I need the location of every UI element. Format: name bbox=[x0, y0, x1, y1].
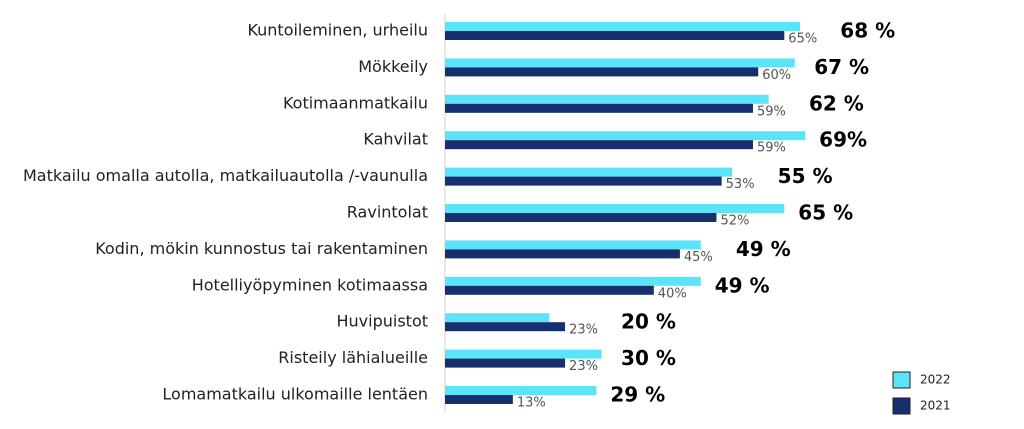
category-label: Risteily lähialueille bbox=[278, 348, 428, 367]
bar-2022 bbox=[445, 349, 602, 359]
bar-2021 bbox=[445, 176, 722, 186]
value-label-2022: 69% bbox=[819, 128, 867, 152]
bar-2021 bbox=[445, 67, 759, 77]
legend-swatch bbox=[892, 371, 911, 389]
value-label-2022: 29 % bbox=[610, 383, 665, 407]
bar-2022 bbox=[445, 204, 785, 213]
value-label-2021: 59% bbox=[757, 104, 786, 119]
value-label-2021: 53% bbox=[726, 177, 755, 192]
bar-2021 bbox=[445, 140, 753, 150]
value-label-2022: 49 % bbox=[715, 273, 770, 297]
category-label: Mökkeily bbox=[358, 57, 428, 76]
category-label: Lomamatkailu ulkomaille lentäen bbox=[162, 385, 428, 404]
bar-2022 bbox=[445, 131, 806, 141]
value-label-2021: 59% bbox=[757, 141, 786, 156]
value-label-2022: 55 % bbox=[778, 164, 833, 188]
bar-2021 bbox=[445, 31, 785, 40]
legend-label: 2022 bbox=[920, 373, 951, 387]
value-label-2022: 62 % bbox=[809, 91, 864, 115]
bar-2022 bbox=[445, 276, 701, 286]
bar-2021 bbox=[445, 358, 566, 368]
category-label: Huvipuistot bbox=[337, 312, 429, 331]
value-label-2021: 65% bbox=[788, 32, 817, 47]
legend-label: 2021 bbox=[920, 399, 951, 413]
category-label: Kodin, mökin kunnostus tai rakentaminen bbox=[95, 239, 428, 258]
value-label-2022: 49 % bbox=[736, 237, 791, 261]
category-label: Kotimaanmatkailu bbox=[283, 93, 428, 112]
value-label-2021: 45% bbox=[684, 250, 713, 265]
bar-2022 bbox=[445, 58, 795, 68]
bar-2021 bbox=[445, 322, 566, 332]
bar-2021 bbox=[445, 103, 753, 113]
bar-2022 bbox=[445, 94, 769, 104]
bar-2022 bbox=[445, 167, 733, 177]
bar-2021 bbox=[445, 249, 680, 259]
bar-2022 bbox=[445, 22, 800, 31]
value-label-2021: 60% bbox=[762, 68, 791, 83]
bar-2021 bbox=[445, 395, 513, 404]
category-label: Matkailu omalla autolla, matkailuautolla… bbox=[23, 166, 428, 185]
value-label-2022: 30 % bbox=[621, 346, 676, 370]
value-label-2021: 13% bbox=[517, 396, 546, 411]
category-label: Hotelliyöpyminen kotimaassa bbox=[192, 275, 428, 294]
value-label-2022: 65 % bbox=[798, 201, 853, 225]
value-label-2021: 52% bbox=[720, 214, 749, 229]
value-label-2021: 23% bbox=[569, 359, 598, 374]
legend-swatch bbox=[892, 397, 911, 415]
bar-2021 bbox=[445, 213, 717, 222]
value-label-2022: 67 % bbox=[814, 55, 869, 79]
value-label-2021: 23% bbox=[569, 323, 598, 338]
bar-2021 bbox=[445, 285, 654, 295]
bar-2022 bbox=[445, 240, 701, 250]
value-label-2022: 68 % bbox=[840, 19, 895, 43]
value-label-2021: 40% bbox=[658, 286, 687, 301]
category-label: Kuntoileminen, urheilu bbox=[247, 21, 428, 40]
bar-2022 bbox=[445, 313, 550, 323]
bar-2022 bbox=[445, 386, 597, 395]
category-label: Ravintolat bbox=[347, 203, 428, 222]
category-label: Kahvilat bbox=[363, 130, 428, 149]
value-label-2022: 20 % bbox=[621, 310, 676, 334]
